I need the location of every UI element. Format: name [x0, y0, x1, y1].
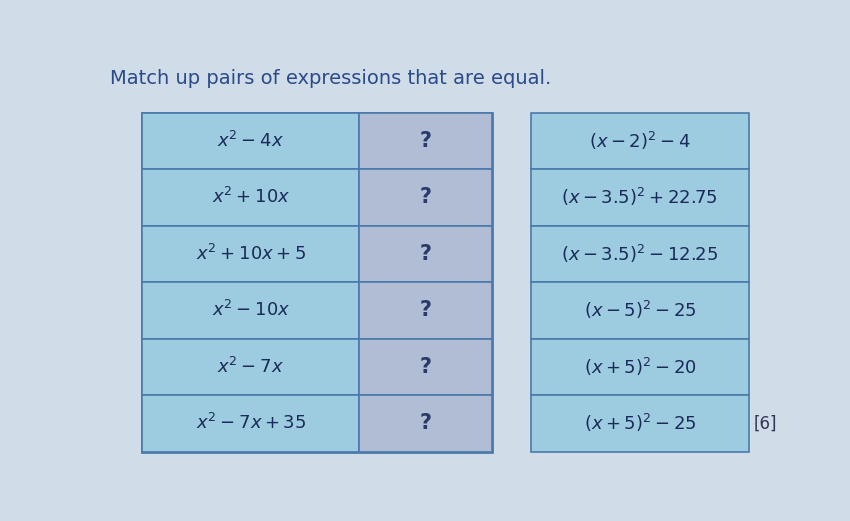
Text: $x^2 - 4x$: $x^2 - 4x$ — [218, 131, 284, 151]
Text: $(x + 5)^2 - 20$: $(x + 5)^2 - 20$ — [584, 356, 696, 378]
Text: $(x - 3.5)^2 - 12.25$: $(x - 3.5)^2 - 12.25$ — [561, 243, 718, 265]
Bar — [143, 226, 359, 282]
Bar — [531, 395, 749, 452]
Text: ?: ? — [419, 188, 431, 207]
Text: ?: ? — [419, 413, 431, 433]
Bar — [359, 226, 491, 282]
Bar — [359, 395, 491, 452]
Bar — [359, 169, 491, 226]
Bar — [359, 113, 491, 169]
Bar — [143, 395, 359, 452]
Bar — [531, 226, 749, 282]
Text: $x^2 + 10x + 5$: $x^2 + 10x + 5$ — [196, 244, 306, 264]
Text: ?: ? — [419, 301, 431, 320]
Text: $(x + 5)^2 - 25$: $(x + 5)^2 - 25$ — [584, 412, 696, 435]
Text: [6]: [6] — [754, 414, 777, 432]
Text: ?: ? — [419, 131, 431, 151]
Bar — [531, 113, 749, 169]
Bar — [531, 169, 749, 226]
Bar — [143, 282, 359, 339]
Text: $x^2 + 10x$: $x^2 + 10x$ — [212, 188, 290, 207]
Text: $x^2 - 7x$: $x^2 - 7x$ — [218, 357, 284, 377]
Text: $x^2 - 7x + 35$: $x^2 - 7x + 35$ — [196, 413, 306, 433]
Text: $(x - 3.5)^2 + 22.75$: $(x - 3.5)^2 + 22.75$ — [562, 187, 718, 208]
Bar — [531, 339, 749, 395]
Bar — [143, 339, 359, 395]
Text: $(x-2)^2 - 4$: $(x-2)^2 - 4$ — [589, 130, 690, 152]
Text: $x^2 - 10x$: $x^2 - 10x$ — [212, 301, 290, 320]
Text: ?: ? — [419, 357, 431, 377]
Bar — [143, 113, 359, 169]
Bar — [359, 339, 491, 395]
Text: Match up pairs of expressions that are equal.: Match up pairs of expressions that are e… — [110, 69, 551, 88]
Bar — [359, 282, 491, 339]
Text: $(x - 5)^2 - 25$: $(x - 5)^2 - 25$ — [584, 300, 696, 321]
Bar — [143, 169, 359, 226]
Bar — [531, 282, 749, 339]
Text: ?: ? — [419, 244, 431, 264]
Bar — [143, 113, 491, 452]
